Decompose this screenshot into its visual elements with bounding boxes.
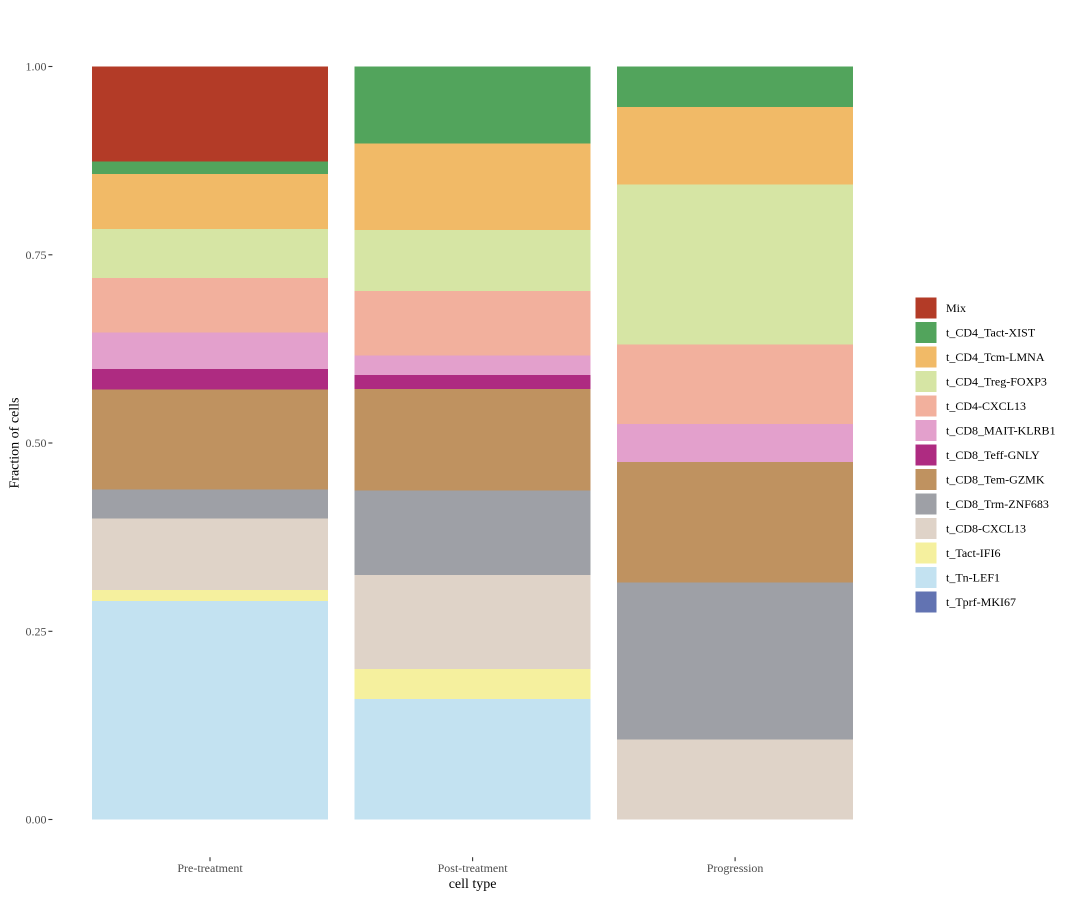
bar-segment-Post-treatment-t_CD8-CXCL13: [354, 574, 591, 669]
bar-segment-Pre-treatment-t_CD8_Trm-ZNF683: [92, 489, 328, 519]
legend-label-t_CD4_Tcm-LMNA: t_CD4_Tcm-LMNA: [946, 350, 1045, 364]
bar-segment-Progression-t_CD8-CXCL13: [617, 739, 854, 820]
legend-key-t_Tn-LEF1: [915, 567, 937, 588]
legend-label-t_CD8_Teff-GNLY: t_CD8_Teff-GNLY: [946, 448, 1040, 462]
bar-segment-Post-treatment-t_Tact-IFI6: [354, 668, 591, 700]
bar-segment-Post-treatment-t_CD8_Teff-GNLY: [354, 375, 591, 389]
bar-segment-Pre-treatment-t_Tact-IFI6: [92, 589, 328, 602]
legend-item-t_CD8-CXCL13: t_CD8-CXCL13: [915, 518, 1026, 539]
x-tick-label-Post-treatment: Post-treatment: [438, 861, 509, 875]
bar-segment-Progression-t_CD4-CXCL13: [617, 344, 854, 425]
legend-key-t_CD4_Tcm-LMNA: [915, 346, 937, 368]
bar-segment-Pre-treatment-t_CD8_MAIT-KLRB1: [92, 332, 328, 370]
legend-label-t_CD8_Trm-ZNF683: t_CD8_Trm-ZNF683: [946, 497, 1049, 511]
bar-segment-Pre-treatment-t_Tn-LEF1: [92, 601, 328, 820]
legend-label-t_CD4_Tact-XIST: t_CD4_Tact-XIST: [946, 326, 1036, 340]
legend-label-t_CD8_MAIT-KLRB1: t_CD8_MAIT-KLRB1: [946, 424, 1056, 438]
bar-segment-Post-treatment-t_CD8_MAIT-KLRB1: [354, 355, 591, 376]
legend-key-t_CD8_Teff-GNLY: [915, 444, 937, 466]
y-axis-title: Fraction of cells: [8, 398, 23, 489]
x-axis: Pre-treatment Post-treatment Progression: [177, 857, 763, 875]
bar-segment-Post-treatment-t_CD4-CXCL13: [354, 290, 591, 356]
bar-segment-Pre-treatment-t_CD4_Treg-FOXP3: [92, 229, 328, 279]
bar-segment-Post-treatment-t_CD4_Treg-FOXP3: [354, 229, 591, 291]
y-axis: 0.00 0.25 0.50 0.75 1.00: [26, 60, 53, 827]
bar-segment-Pre-treatment-t_CD8_Tem-GZMK: [92, 389, 328, 490]
bar-segment-Pre-treatment-t_CD4-CXCL13: [92, 278, 328, 333]
bar-segment-Pre-treatment-Mix: [92, 66, 328, 162]
bar-segment-Progression-t_CD8_Trm-ZNF683: [617, 582, 854, 740]
bar-segment-Post-treatment-t_CD4_Tcm-LMNA: [354, 143, 591, 230]
bars-group: [92, 66, 854, 820]
legend-label-t_CD8_Tem-GZMK: t_CD8_Tem-GZMK: [946, 473, 1045, 487]
legend-item-t_Tact-IFI6: t_Tact-IFI6: [915, 542, 1000, 564]
x-tick-label-Pre-treatment: Pre-treatment: [177, 861, 243, 875]
bar-segment-Progression-t_CD8_Tem-GZMK: [617, 461, 854, 583]
legend-label-t_CD4_Treg-FOXP3: t_CD4_Treg-FOXP3: [946, 375, 1047, 389]
legend-key-t_CD8_Tem-GZMK: [915, 469, 937, 490]
legend-label-t_Tact-IFI6: t_Tact-IFI6: [946, 546, 1000, 560]
bar-segment-Pre-treatment-t_CD4_Tcm-LMNA: [92, 174, 328, 230]
legend-key-t_CD4_Tact-XIST: [915, 322, 937, 343]
legend-key-t_Tact-IFI6: [915, 542, 937, 564]
bar-segment-Progression-t_CD4_Treg-FOXP3: [617, 184, 854, 345]
legend-key-t_CD8_Trm-ZNF683: [915, 493, 937, 515]
bar-segment-Pre-treatment-t_CD4_Tact-XIST: [92, 161, 328, 175]
legend: Mix t_CD4_Tact-XIST t_CD4_Tcm-LMNA t_CD4_Tr…: [915, 297, 1056, 613]
legend-item-Mix: Mix: [915, 297, 966, 319]
y-tick-label-0.00: 0.00: [26, 813, 47, 827]
legend-label-t_CD8-CXCL13: t_CD8-CXCL13: [946, 522, 1026, 536]
bar-segment-Progression-t_CD4_Tcm-LMNA: [617, 107, 854, 185]
legend-key-t_CD4-CXCL13: [915, 395, 937, 417]
bar-segment-Pre-treatment-t_CD8_Teff-GNLY: [92, 369, 328, 390]
x-tick-label-Progression: Progression: [707, 861, 764, 875]
legend-item-t_Tn-LEF1: t_Tn-LEF1: [915, 567, 1000, 588]
y-tick-label-1.00: 1.00: [26, 60, 47, 74]
y-tick-label-0.75: 0.75: [26, 248, 47, 262]
bar-segment-Post-treatment-t_CD4_Tact-XIST: [354, 66, 591, 144]
legend-label-t_Tprf-MKI67: t_Tprf-MKI67: [946, 595, 1016, 609]
legend-key-t_CD8_MAIT-KLRB1: [915, 420, 937, 441]
y-tick-label-0.25: 0.25: [26, 625, 47, 639]
legend-item-t_CD8_Tem-GZMK: t_CD8_Tem-GZMK: [915, 469, 1045, 490]
legend-item-t_CD4_Treg-FOXP3: t_CD4_Treg-FOXP3: [915, 371, 1047, 392]
legend-key-t_CD8-CXCL13: [915, 518, 937, 539]
legend-item-t_CD8_Teff-GNLY: t_CD8_Teff-GNLY: [915, 444, 1040, 466]
y-tick-label-0.50: 0.50: [26, 436, 47, 450]
legend-label-Mix: Mix: [946, 301, 966, 315]
bar-segment-Progression-t_CD8_MAIT-KLRB1: [617, 424, 854, 462]
legend-label-t_CD4-CXCL13: t_CD4-CXCL13: [946, 399, 1026, 413]
bar-segment-Post-treatment-t_CD8_Tem-GZMK: [354, 388, 591, 491]
legend-item-t_Tprf-MKI67: t_Tprf-MKI67: [915, 591, 1016, 613]
bar-segment-Pre-treatment-t_CD8-CXCL13: [92, 518, 328, 590]
legend-item-t_CD4_Tcm-LMNA: t_CD4_Tcm-LMNA: [915, 346, 1045, 368]
x-axis-title: cell type: [449, 877, 497, 892]
bar-segment-Post-treatment-t_CD8_Trm-ZNF683: [354, 490, 591, 575]
legend-item-t_CD8_MAIT-KLRB1: t_CD8_MAIT-KLRB1: [915, 420, 1056, 441]
legend-item-t_CD8_Trm-ZNF683: t_CD8_Trm-ZNF683: [915, 493, 1049, 515]
legend-key-Mix: [915, 297, 937, 319]
legend-label-t_Tn-LEF1: t_Tn-LEF1: [946, 571, 1000, 585]
legend-item-t_CD4-CXCL13: t_CD4-CXCL13: [915, 395, 1026, 417]
legend-key-t_CD4_Treg-FOXP3: [915, 371, 937, 392]
legend-key-t_Tprf-MKI67: [915, 591, 937, 613]
bar-segment-Progression-t_CD4_Tact-XIST: [617, 66, 854, 108]
bar-segment-Post-treatment-t_Tn-LEF1: [354, 699, 591, 820]
legend-item-t_CD4_Tact-XIST: t_CD4_Tact-XIST: [915, 322, 1036, 343]
